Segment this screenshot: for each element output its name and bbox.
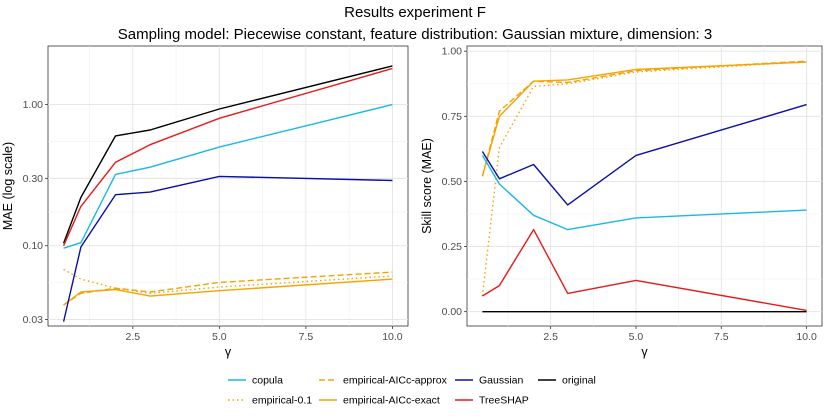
series-original <box>62 65 393 244</box>
y-tick-label: 0.03 <box>23 314 44 326</box>
y-tick-label: 0.25 <box>442 241 463 253</box>
y-tick-label: 0.50 <box>442 176 463 188</box>
y-tick-label: 1.00 <box>442 46 463 58</box>
x-tick-label: 2.5 <box>126 331 141 343</box>
legend-item: Gaussian <box>455 375 524 387</box>
y-tick-label: 0.75 <box>442 111 463 123</box>
legend-item: original <box>538 375 596 387</box>
legend-label: Gaussian <box>479 375 524 387</box>
series-Gaussian <box>481 103 807 206</box>
series-empirical-0.1 <box>481 60 807 297</box>
legend-item: copula <box>228 375 283 387</box>
series-Gaussian <box>62 175 393 322</box>
chart-subtitle: Sampling model: Piecewise constant, feat… <box>118 26 712 43</box>
chart-legend: copula empirical-0.1 empirical-AICc-approx… <box>228 375 596 407</box>
y-axis-label: Skill score (MAE) <box>420 138 434 234</box>
series-lines <box>481 60 807 313</box>
y-tick-label: 0.30 <box>23 173 44 185</box>
panel-frame <box>466 45 823 327</box>
series-empirical-AICc-exact <box>481 61 807 177</box>
x-tick-label: 7.5 <box>714 331 729 343</box>
x-tick-label: 10.0 <box>796 331 817 343</box>
chart-panels: 2.5 5.0 7.5 10.0 0.03 0.10 0.30 1.00 γ MAE (log s… <box>1 45 823 359</box>
legend-label: empirical-AICc-approx <box>343 375 448 387</box>
series-empirical-AICc-approx <box>63 271 393 306</box>
y-tick-label: 1.00 <box>23 99 44 111</box>
chart-title: Results experiment F <box>344 4 486 21</box>
legend-label: copula <box>252 375 283 387</box>
x-tick-label: 5.0 <box>212 331 227 343</box>
panel-left: 2.5 5.0 7.5 10.0 0.03 0.10 0.30 1.00 γ MAE (log s… <box>1 45 409 359</box>
x-tick-label: 7.5 <box>299 331 314 343</box>
x-tick-label: 2.5 <box>543 331 558 343</box>
x-tick-label: 10.0 <box>382 331 403 343</box>
panel-right: 2.5 5.0 7.5 10.0 0.00 0.25 0.50 0.75 1.00 γ Skill … <box>420 45 823 359</box>
x-axis-label: γ <box>225 345 232 359</box>
y-tick-label: 0.00 <box>442 306 463 318</box>
legend-label: empirical-0.1 <box>252 395 312 407</box>
legend-item: empirical-0.1 <box>228 395 312 407</box>
legend-label: TreeSHAP <box>479 395 529 407</box>
legend-label: empirical-AICc-exact <box>343 395 440 407</box>
y-tick-label: 0.10 <box>23 240 44 252</box>
series-lines <box>62 65 393 322</box>
series-empirical-AICc-exact <box>63 278 393 306</box>
series-empirical-AICc-approx <box>481 60 807 177</box>
series-copula <box>481 155 807 231</box>
legend-item: empirical-AICc-exact <box>319 395 440 407</box>
y-axis-label: MAE (log scale) <box>1 142 15 230</box>
legend-label: original <box>562 375 596 387</box>
x-axis-label: γ <box>641 345 648 359</box>
series-TreeSHAP <box>62 67 393 246</box>
series-copula <box>63 103 393 249</box>
legend-item: empirical-AICc-approx <box>319 375 448 387</box>
x-tick-label: 5.0 <box>629 331 644 343</box>
legend-item: TreeSHAP <box>455 395 529 407</box>
series-TreeSHAP <box>482 228 807 312</box>
